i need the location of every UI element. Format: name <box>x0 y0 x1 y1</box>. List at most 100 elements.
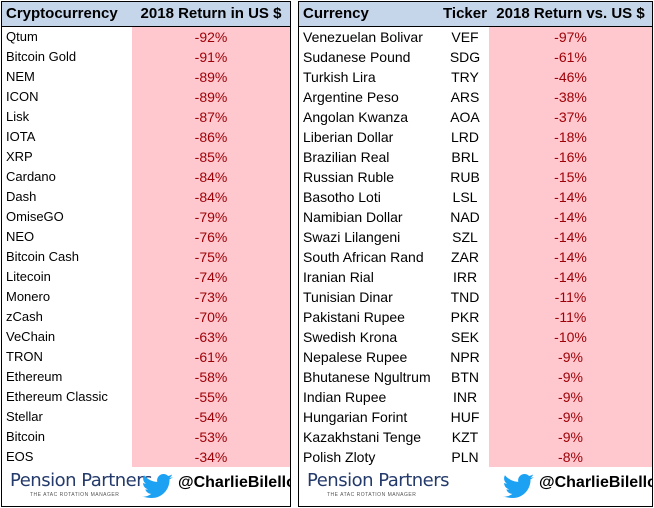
crypto-name: Ethereum <box>6 369 63 384</box>
crypto-table: Cryptocurrency 2018 Return in US $ Pensio… <box>1 1 291 507</box>
column-header: Ticker <box>443 5 487 22</box>
ticker: NAD <box>450 209 480 225</box>
return-value: -97% <box>554 29 587 45</box>
ticker: VEF <box>451 29 479 45</box>
return-value: -9% <box>558 429 583 445</box>
return-value: -38% <box>554 89 587 105</box>
ticker: HUF <box>450 409 480 425</box>
currency-name: Venezuelan Bolivar <box>303 29 423 45</box>
return-value: -46% <box>554 69 587 85</box>
return-value: -89% <box>194 69 228 85</box>
return-value: -70% <box>194 309 228 325</box>
header-row: Cryptocurrency 2018 Return in US $ <box>2 2 290 27</box>
ticker: BRL <box>451 149 479 165</box>
return-value: -85% <box>194 149 228 165</box>
crypto-name: Lisk <box>6 109 30 124</box>
currency-name: Kazakhstani Tenge <box>303 429 422 445</box>
twitter-handle: @CharlieBilello <box>178 474 291 491</box>
ticker: SDG <box>449 49 481 65</box>
currency-name: Turkish Lira <box>303 69 376 85</box>
crypto-name: NEO <box>6 229 35 244</box>
return-value: -11% <box>554 309 587 325</box>
crypto-name: IOTA <box>6 129 36 144</box>
return-value: -11% <box>554 289 587 305</box>
return-value: -14% <box>554 269 587 285</box>
return-value: -18% <box>554 129 587 145</box>
ticker: LRD <box>450 129 479 145</box>
crypto-name: Bitcoin Cash <box>6 249 79 264</box>
return-value: -55% <box>194 389 228 405</box>
currency-table: Currency Ticker 2018 Return vs. US $ Pensi… <box>298 1 653 507</box>
return-value: -89% <box>194 89 228 105</box>
currency-name: Iranian Rial <box>303 269 374 285</box>
currency-name: Argentine Peso <box>303 89 399 105</box>
crypto-name: NEM <box>6 69 35 84</box>
ticker: TRY <box>451 69 479 85</box>
footer: Pension Partners THE ATAC ROTATION MANAG… <box>299 466 652 506</box>
return-value: -15% <box>554 169 587 185</box>
crypto-name: Litecoin <box>6 269 51 284</box>
crypto-name: Bitcoin Gold <box>6 49 77 64</box>
ticker: AOA <box>450 109 480 125</box>
twitter-icon <box>503 474 534 498</box>
ticker: NPR <box>450 349 480 365</box>
ticker: IRR <box>452 269 478 285</box>
return-value: -61% <box>194 349 228 365</box>
currency-name: Namibian Dollar <box>303 209 403 225</box>
column-header: Cryptocurrency <box>6 5 118 22</box>
return-value: -79% <box>194 209 228 225</box>
return-value: -74% <box>194 269 228 285</box>
crypto-name: Qtum <box>6 29 38 44</box>
crypto-name: Cardano <box>6 169 56 184</box>
crypto-name: XRP <box>6 149 33 164</box>
logo: Pension Partners <box>307 470 450 491</box>
ticker: PLN <box>451 449 479 465</box>
ticker: INR <box>452 389 478 405</box>
currency-name: Indian Rupee <box>303 389 387 405</box>
ticker: TND <box>450 289 480 305</box>
ticker: SZL <box>452 229 478 245</box>
return-value: -9% <box>558 349 583 365</box>
currency-name: Swedish Krona <box>303 329 398 345</box>
ticker: ARS <box>450 89 480 105</box>
return-value: -9% <box>558 409 583 425</box>
return-value: -14% <box>554 209 587 225</box>
currency-name: Brazilian Real <box>303 149 390 165</box>
currency-name: Pakistani Rupee <box>303 309 405 325</box>
return-value: -14% <box>554 249 587 265</box>
column-header: 2018 Return in US $ <box>140 5 282 22</box>
ticker: BTN <box>451 369 479 385</box>
currency-name: Bhutanese Ngultrum <box>303 369 431 385</box>
ticker: RUB <box>450 169 480 185</box>
ticker: ZAR <box>451 249 479 265</box>
footer: Pension Partners THE ATAC ROTATION MANAG… <box>2 466 290 506</box>
header-row: Currency Ticker 2018 Return vs. US $ <box>299 2 652 27</box>
crypto-name: ICON <box>6 89 39 104</box>
crypto-name: EOS <box>6 449 34 464</box>
currency-name: Angolan Kwanza <box>303 109 409 125</box>
ticker: LSL <box>452 189 478 205</box>
return-value: -73% <box>194 289 228 305</box>
return-value: -84% <box>194 169 228 185</box>
column-header: Currency <box>303 5 369 22</box>
currency-name: Polish Zloty <box>303 449 376 465</box>
return-value: -34% <box>194 449 228 465</box>
currency-name: Swazi Lilangeni <box>303 229 401 245</box>
twitter-icon <box>142 474 173 498</box>
crypto-name: Ethereum Classic <box>6 389 108 404</box>
logo-tagline: THE ATAC ROTATION MANAGER <box>30 492 120 498</box>
return-value: -37% <box>554 109 587 125</box>
return-value: -76% <box>194 229 228 245</box>
return-value: -63% <box>194 329 228 345</box>
crypto-name: TRON <box>6 349 43 364</box>
return-value: -75% <box>194 249 228 265</box>
crypto-name: Bitcoin <box>6 429 46 444</box>
crypto-name: Dash <box>6 189 37 204</box>
ticker: KZT <box>451 429 479 445</box>
crypto-name: zCash <box>6 309 43 324</box>
crypto-name: OmiseGO <box>6 209 64 224</box>
ticker: SEK <box>450 329 479 345</box>
return-value: -91% <box>194 49 228 65</box>
currency-name: Nepalese Rupee <box>303 349 408 365</box>
return-value: -9% <box>558 369 583 385</box>
